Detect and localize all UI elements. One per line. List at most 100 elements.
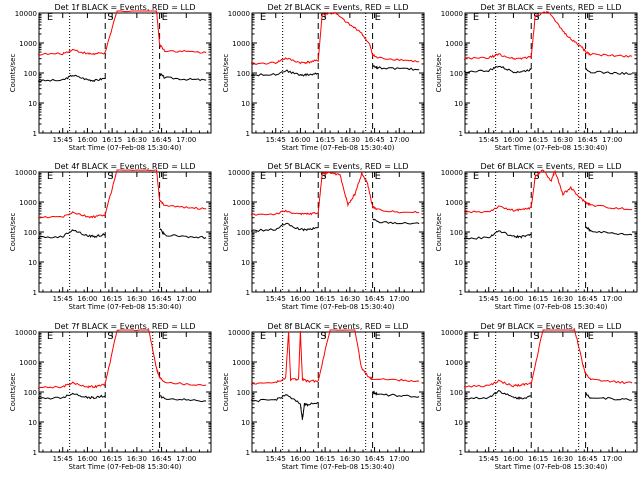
y-tick-label: 100 xyxy=(24,229,37,237)
x-tick-label: 16:15 xyxy=(315,455,335,463)
panel-det-2: Det 2f BLACK = Events, RED = LLD 1 10 100 10… xyxy=(222,3,425,152)
x-tick-label: 15:45 xyxy=(266,455,286,463)
y-tick-label: 1000 xyxy=(445,40,463,48)
marker-label: E xyxy=(260,12,266,23)
x-tick-label: 16:00 xyxy=(77,295,97,303)
x-tick-label: 16:45 xyxy=(577,455,597,463)
y-tick-label: 1 xyxy=(246,449,250,457)
x-tick-label: 16:15 xyxy=(102,136,122,144)
x-tick-label: 16:45 xyxy=(151,295,171,303)
events-series-line xyxy=(463,230,532,240)
y-tick-label: 1 xyxy=(459,289,463,297)
y-tick-label: 1000 xyxy=(19,199,37,207)
x-tick-label: 15:45 xyxy=(479,455,499,463)
marker-label: S xyxy=(107,171,113,182)
x-tick-label: 15:45 xyxy=(53,455,73,463)
marker-label: E xyxy=(588,171,594,182)
x-axis-label: Start Time (07-Feb-08 15:30:40) xyxy=(494,144,607,152)
x-tick-label: 16:00 xyxy=(290,295,310,303)
y-axis-label: Counts/sec xyxy=(435,54,443,93)
x-tick-label: 16:45 xyxy=(151,455,171,463)
x-tick-label: 15:45 xyxy=(53,136,73,144)
x-tick-label: 16:45 xyxy=(364,136,384,144)
y-tick-label: 100 xyxy=(237,389,250,397)
marker-label: E xyxy=(47,171,53,182)
events-series-line xyxy=(372,64,420,71)
panel-det-7: Det 7f BLACK = Events, RED = LLD 1 10 100 10… xyxy=(9,322,212,471)
y-tick-label: 10 xyxy=(241,100,250,108)
events-series-line xyxy=(585,226,633,236)
y-tick-label: 100 xyxy=(450,70,463,78)
x-axis-label: Start Time (07-Feb-08 15:30:40) xyxy=(281,144,394,152)
marker-label: E xyxy=(588,331,594,342)
x-axis-label: Start Time (07-Feb-08 15:30:40) xyxy=(494,463,607,471)
events-series-line xyxy=(372,218,420,225)
x-tick-label: 17:00 xyxy=(389,455,409,463)
events-series-line xyxy=(37,229,106,239)
x-tick-label: 17:00 xyxy=(176,295,196,303)
x-axis-label: Start Time (07-Feb-08 15:30:40) xyxy=(68,303,181,311)
panel-title: Det 5f BLACK = Events, RED = LLD xyxy=(267,162,408,171)
events-series-line xyxy=(463,389,532,401)
y-tick-label: 1000 xyxy=(445,359,463,367)
x-tick-label: 16:15 xyxy=(315,136,335,144)
marker-label: E xyxy=(162,331,168,342)
lld-series-line xyxy=(37,10,207,56)
events-series-line xyxy=(37,74,106,83)
panel-title: Det 1f BLACK = Events, RED = LLD xyxy=(54,3,195,12)
y-axis-label: Counts/sec xyxy=(435,213,443,252)
y-tick-label: 1 xyxy=(459,130,463,138)
x-tick-label: 16:00 xyxy=(290,455,310,463)
x-tick-label: 16:30 xyxy=(553,136,573,144)
marker-label: E xyxy=(375,331,381,342)
plot-frame xyxy=(251,171,425,293)
y-tick-label: 10000 xyxy=(228,329,250,337)
x-tick-label: 16:30 xyxy=(127,455,147,463)
x-tick-label: 15:45 xyxy=(479,295,499,303)
marker-label: S xyxy=(320,12,326,23)
y-tick-label: 10 xyxy=(454,419,463,427)
marker-label: E xyxy=(473,171,479,182)
y-tick-label: 1 xyxy=(246,130,250,138)
y-tick-label: 100 xyxy=(24,70,37,78)
x-tick-label: 16:30 xyxy=(553,455,573,463)
x-axis-label: Start Time (07-Feb-08 15:30:40) xyxy=(281,463,394,471)
x-axis-label: Start Time (07-Feb-08 15:30:40) xyxy=(68,144,181,152)
y-tick-label: 1 xyxy=(33,449,37,457)
events-series-line xyxy=(159,395,207,403)
lld-series-line xyxy=(463,11,633,61)
marker-label: E xyxy=(260,331,266,342)
lld-series-line xyxy=(463,329,633,388)
y-tick-label: 10 xyxy=(241,259,250,267)
marker-label: S xyxy=(533,331,539,342)
marker-label: E xyxy=(47,12,53,23)
y-tick-label: 1000 xyxy=(232,199,250,207)
events-series-line xyxy=(159,72,207,81)
plot-frame xyxy=(464,12,638,134)
x-axis-label: Start Time (07-Feb-08 15:30:40) xyxy=(68,463,181,471)
panel-det-3: Det 3f BLACK = Events, RED = LLD 1 10 100 10… xyxy=(435,3,638,152)
plot-frame xyxy=(251,12,425,134)
panel-title: Det 3f BLACK = Events, RED = LLD xyxy=(480,3,621,12)
panel-title: Det 7f BLACK = Events, RED = LLD xyxy=(54,322,195,331)
marker-label: S xyxy=(320,331,326,342)
plot-frame xyxy=(464,331,638,453)
lld-series-line xyxy=(250,11,420,65)
x-tick-label: 16:15 xyxy=(102,455,122,463)
y-tick-label: 10000 xyxy=(228,10,250,18)
x-tick-label: 16:00 xyxy=(503,136,523,144)
x-tick-label: 16:15 xyxy=(102,295,122,303)
y-tick-label: 10000 xyxy=(228,169,250,177)
x-tick-label: 16:30 xyxy=(127,136,147,144)
y-tick-label: 1000 xyxy=(232,40,250,48)
y-tick-label: 100 xyxy=(24,389,37,397)
y-tick-label: 1000 xyxy=(19,40,37,48)
events-series-line xyxy=(585,392,633,401)
y-axis-label: Counts/sec xyxy=(9,373,17,412)
x-tick-label: 16:45 xyxy=(364,295,384,303)
x-tick-label: 17:00 xyxy=(602,455,622,463)
x-tick-label: 16:45 xyxy=(364,455,384,463)
x-axis-label: Start Time (07-Feb-08 15:30:40) xyxy=(281,303,394,311)
x-tick-label: 16:15 xyxy=(528,455,548,463)
marker-label: E xyxy=(162,12,168,23)
